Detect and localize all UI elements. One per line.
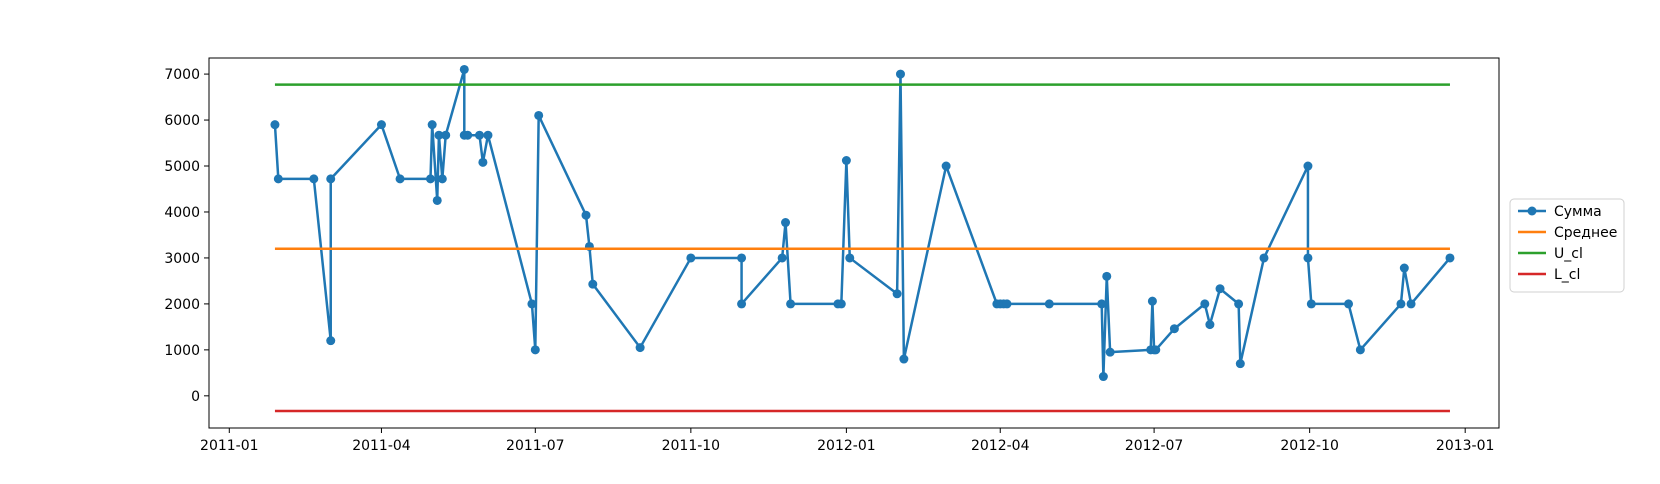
x-tick-label: 2011-01 (200, 438, 259, 454)
data-point (1303, 161, 1313, 171)
data-point (1234, 299, 1244, 309)
legend-marker (1527, 206, 1537, 216)
data-point (1097, 299, 1107, 309)
data-point (1002, 299, 1012, 309)
data-point (588, 279, 598, 289)
y-tick-label: 0 (191, 389, 200, 405)
x-tick-label: 2011-04 (352, 438, 411, 454)
data-point (1396, 299, 1406, 309)
data-point (777, 253, 787, 263)
y-tick-label: 1000 (164, 343, 200, 359)
data-point (463, 130, 473, 140)
data-point (475, 130, 485, 140)
data-point (1044, 299, 1054, 309)
data-point (781, 218, 791, 228)
data-point (1200, 299, 1210, 309)
data-point (581, 210, 591, 220)
plot-area (208, 57, 1500, 429)
data-point (737, 299, 747, 309)
y-tick-label: 4000 (164, 205, 200, 221)
data-point (1102, 271, 1112, 281)
data-point (1105, 347, 1115, 357)
data-point (478, 157, 488, 167)
data-point (376, 120, 386, 130)
data-point (395, 174, 405, 184)
data-point (892, 289, 902, 299)
data-point (686, 253, 696, 263)
data-point (1147, 296, 1157, 306)
data-point (1169, 324, 1179, 334)
legend-label: L_cl (1554, 267, 1580, 283)
data-point (1445, 253, 1455, 263)
data-point (270, 120, 280, 130)
data-point (1235, 359, 1245, 369)
data-point (530, 345, 540, 355)
data-point (1399, 263, 1409, 273)
x-tick-label: 2013-01 (1436, 438, 1495, 454)
data-point (309, 174, 319, 184)
data-point (1303, 253, 1313, 263)
data-point (1098, 372, 1108, 382)
data-point (1215, 284, 1225, 294)
legend-label: U_cl (1554, 246, 1583, 262)
x-tick-label: 2012-10 (1280, 438, 1339, 454)
data-point (425, 174, 435, 184)
data-point (899, 354, 909, 364)
data-point (635, 343, 645, 353)
data-point (434, 130, 444, 140)
y-tick-label: 7000 (164, 67, 200, 83)
legend-label: Сумма (1554, 204, 1602, 220)
data-point (326, 336, 336, 346)
y-tick-label: 6000 (164, 113, 200, 129)
data-point (737, 253, 747, 263)
data-point (1151, 345, 1161, 355)
x-tick-label: 2012-07 (1125, 438, 1184, 454)
data-point (441, 130, 451, 140)
y-tick-label: 5000 (164, 159, 200, 175)
data-point (1406, 299, 1416, 309)
series-layer (270, 64, 1455, 413)
y-tick-label: 3000 (164, 251, 200, 267)
data-point (273, 174, 283, 184)
y-tick-label: 2000 (164, 297, 200, 313)
data-point (432, 195, 442, 205)
data-point (437, 174, 447, 184)
x-tick-label: 2012-04 (971, 438, 1030, 454)
data-point (326, 174, 336, 184)
data-point (1306, 299, 1316, 309)
data-point (845, 253, 855, 263)
x-tick-label: 2011-10 (662, 438, 721, 454)
legend: Сумма Среднее U_cl L_cl (1509, 198, 1625, 293)
data-point (459, 64, 469, 74)
data-point (836, 299, 846, 309)
data-point (1344, 299, 1354, 309)
legend-frame (1509, 198, 1625, 293)
data-point (1355, 345, 1365, 355)
data-point (534, 110, 544, 120)
data-point (427, 120, 437, 130)
data-point (841, 156, 851, 165)
y-axis: 0 1000 2000 3000 4000 5000 6000 7000 (164, 67, 209, 405)
x-tick-label: 2012-01 (817, 438, 876, 454)
data-point (786, 299, 796, 309)
data-point (1259, 253, 1269, 263)
legend-label: Среднее (1554, 225, 1617, 241)
data-point (483, 130, 493, 140)
data-point (1205, 320, 1215, 330)
series-line-сумма (273, 68, 1451, 378)
data-point (895, 69, 905, 79)
data-point (941, 161, 951, 171)
x-tick-label: 2011-07 (506, 438, 565, 454)
data-point (527, 299, 537, 309)
x-axis: 2011-01 2011-04 2011-07 2011-10 2012-01 2012-… (200, 428, 1494, 454)
